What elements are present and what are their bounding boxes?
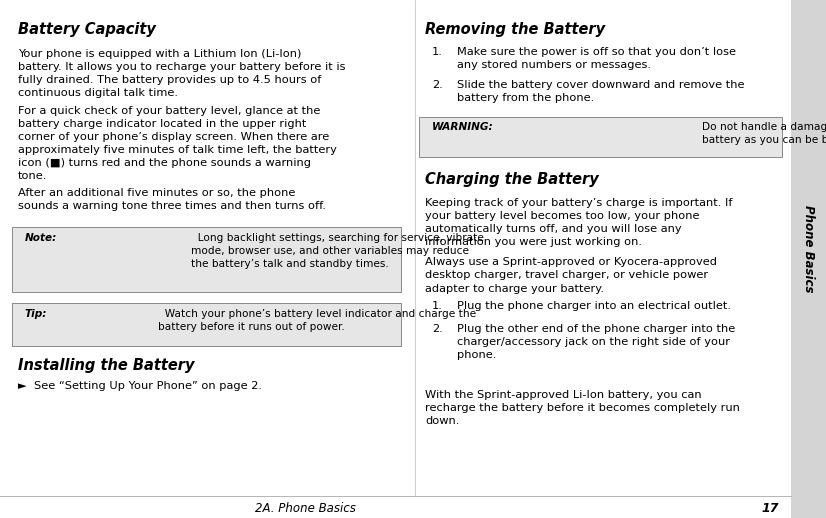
FancyBboxPatch shape xyxy=(12,227,401,292)
Text: Phone Basics: Phone Basics xyxy=(802,205,815,292)
Text: Watch your phone’s battery level indicator and charge the
battery before it runs: Watch your phone’s battery level indicat… xyxy=(158,309,476,332)
FancyBboxPatch shape xyxy=(419,117,782,157)
Text: Do not handle a damaged or leaking Li-Ion
battery as you can be burned.: Do not handle a damaged or leaking Li-Io… xyxy=(702,122,826,145)
Text: Your phone is equipped with a Lithium Ion (Li-Ion)
battery. It allows you to rec: Your phone is equipped with a Lithium Io… xyxy=(18,49,345,98)
Text: Slide the battery cover downward and remove the
battery from the phone.: Slide the battery cover downward and rem… xyxy=(457,80,744,103)
FancyBboxPatch shape xyxy=(791,0,826,518)
Text: 2.: 2. xyxy=(432,80,443,90)
Text: 2.: 2. xyxy=(432,324,443,334)
Text: Plug the other end of the phone charger into the
charger/accessory jack on the r: Plug the other end of the phone charger … xyxy=(457,324,735,360)
Text: Tip:: Tip: xyxy=(25,309,47,319)
Text: 1.: 1. xyxy=(432,301,443,311)
Text: Long backlight settings, searching for service, vibrate
mode, browser use, and o: Long backlight settings, searching for s… xyxy=(191,233,484,269)
Text: Battery Capacity: Battery Capacity xyxy=(18,22,156,37)
FancyBboxPatch shape xyxy=(12,303,401,346)
Text: Make sure the power is off so that you don’t lose
any stored numbers or messages: Make sure the power is off so that you d… xyxy=(457,47,736,69)
Text: 2A. Phone Basics: 2A. Phone Basics xyxy=(254,502,356,515)
Text: Charging the Battery: Charging the Battery xyxy=(425,172,599,187)
Text: With the Sprint-approved Li-Ion battery, you can
recharge the battery before it : With the Sprint-approved Li-Ion battery,… xyxy=(425,390,740,426)
Text: Keeping track of your battery’s charge is important. If
your battery level becom: Keeping track of your battery’s charge i… xyxy=(425,198,733,247)
Text: Always use a Sprint-approved or Kyocera-approved
desktop charger, travel charger: Always use a Sprint-approved or Kyocera-… xyxy=(425,257,718,294)
Text: 1.: 1. xyxy=(432,47,443,56)
Text: WARNING:: WARNING: xyxy=(432,122,494,132)
Text: 17: 17 xyxy=(762,502,780,515)
Text: ►  See “Setting Up Your Phone” on page 2.: ► See “Setting Up Your Phone” on page 2. xyxy=(18,381,262,391)
Text: After an additional five minutes or so, the phone
sounds a warning tone three ti: After an additional five minutes or so, … xyxy=(18,188,326,211)
Text: For a quick check of your battery level, glance at the
battery charge indicator : For a quick check of your battery level,… xyxy=(18,106,337,181)
Text: Note:: Note: xyxy=(25,233,57,243)
Text: Plug the phone charger into an electrical outlet.: Plug the phone charger into an electrica… xyxy=(457,301,731,311)
Text: Removing the Battery: Removing the Battery xyxy=(425,22,605,37)
Text: Installing the Battery: Installing the Battery xyxy=(18,358,195,373)
